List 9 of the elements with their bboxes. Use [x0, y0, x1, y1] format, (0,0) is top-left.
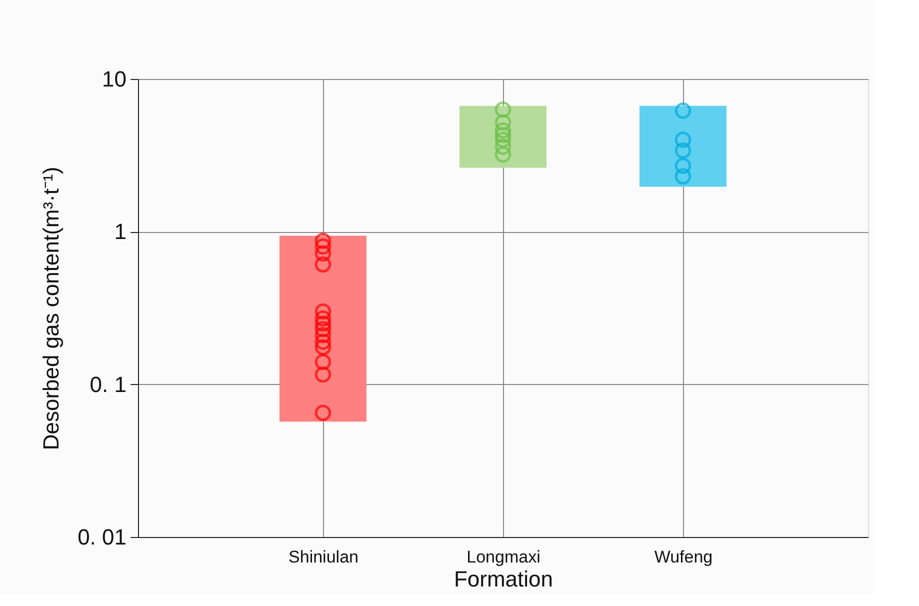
y-tick-label: 0. 01 — [78, 524, 126, 550]
x-axis-title: Formation — [454, 566, 554, 592]
x-tick-label: Wufeng — [654, 548, 713, 566]
y-tick-label: 10 — [102, 66, 126, 92]
y-axis-title: Desorbed gas content(m³·t⁻¹) — [38, 166, 64, 450]
y-tick-label: 1 — [114, 219, 126, 244]
x-tick-label: Longmaxi — [466, 548, 540, 566]
y-tick-label: 0. 1 — [90, 372, 126, 397]
x-tick-label: Shiniulan — [288, 548, 358, 566]
